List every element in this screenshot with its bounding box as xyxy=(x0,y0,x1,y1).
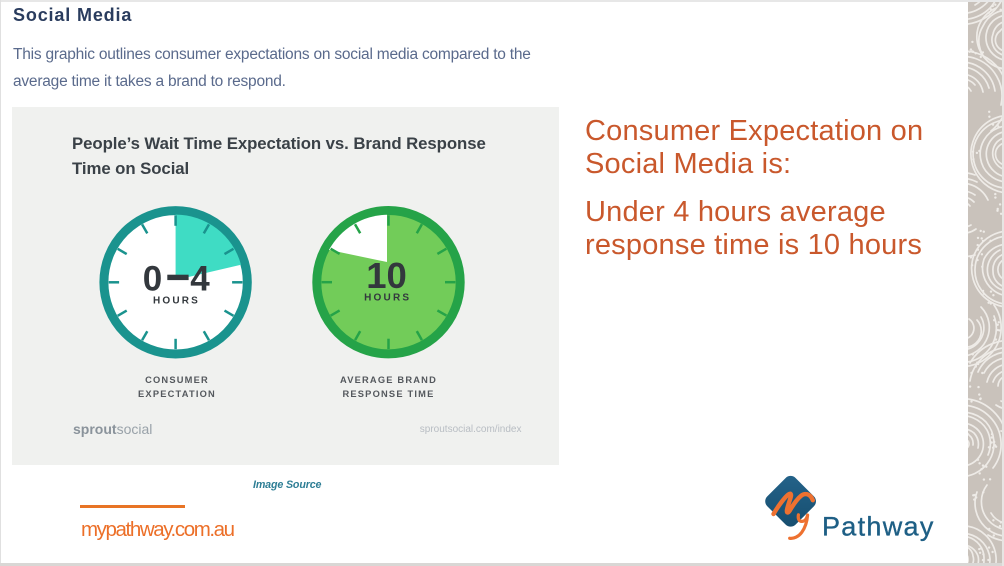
svg-text:Pathway: Pathway xyxy=(822,512,935,542)
